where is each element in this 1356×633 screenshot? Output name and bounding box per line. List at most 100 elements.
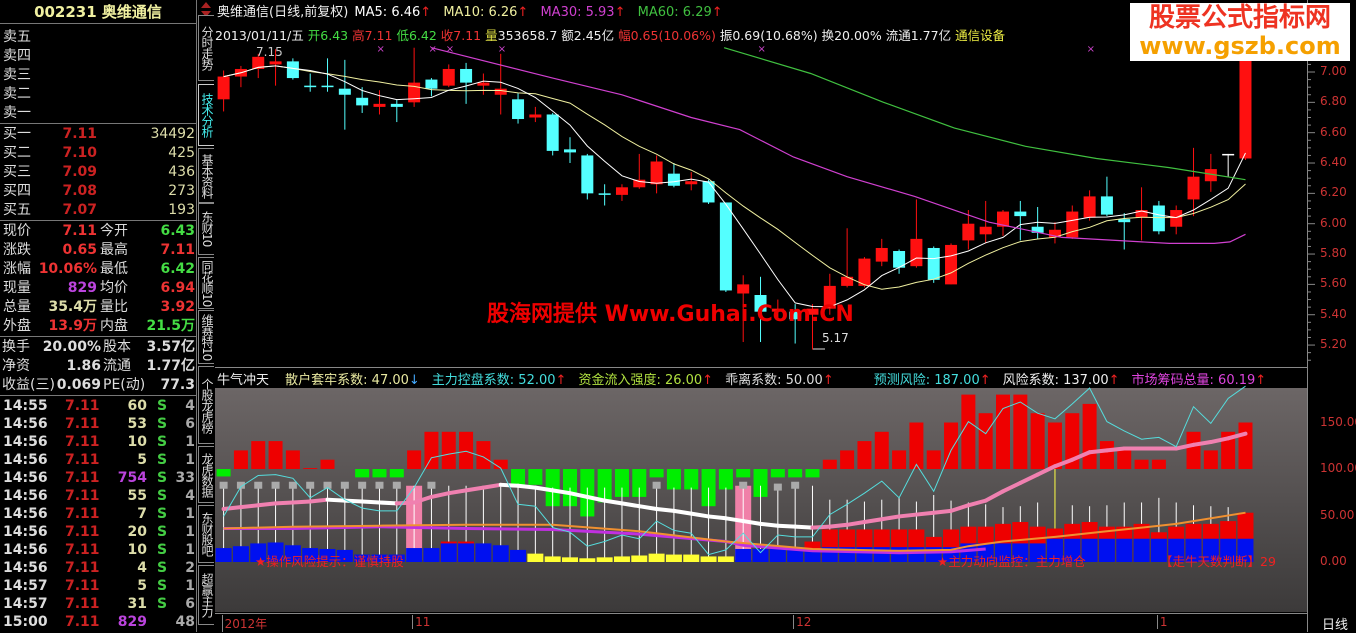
fund-value: 0.069 <box>56 377 101 393</box>
tick-price: 7.11 <box>65 398 100 414</box>
indicator-blue-bar <box>787 548 804 562</box>
scroll-down-icon[interactable] <box>201 11 211 17</box>
level-label: 买二 <box>3 145 31 161</box>
indicator-blue-bar <box>492 545 509 562</box>
tick-side: S <box>157 524 168 540</box>
tick-time: 14:56 <box>3 524 48 540</box>
indicator-value: 市场筹码总量: 60.19↑ <box>1132 373 1267 388</box>
tick-volume: 7 <box>137 506 147 522</box>
tick-volume: 55 <box>127 488 147 504</box>
stat-label: 最低 <box>100 261 128 277</box>
candle-body <box>945 244 958 285</box>
down-arrow-icon: ↓ <box>408 373 420 388</box>
indicator-trend-segment <box>775 523 798 529</box>
candle-body <box>1239 55 1252 159</box>
fund-label: 净资 <box>2 358 30 374</box>
tick-time: 14:56 <box>3 470 48 486</box>
side-tab[interactable]: 超赢主力 <box>198 565 214 625</box>
tick-side: S <box>157 596 168 612</box>
sell-level-row: 卖一 <box>0 104 196 123</box>
indicator-orange-line <box>223 511 1246 552</box>
period-label[interactable]: 日线 <box>1322 618 1349 633</box>
candle-body <box>858 258 871 286</box>
tick-volume: 754 <box>117 470 147 486</box>
candle-body <box>997 211 1009 227</box>
indicator-blue-bar <box>1116 538 1133 562</box>
stat-value: 7.11 <box>160 242 195 258</box>
tick-time: 14:56 <box>3 434 48 450</box>
indicator-yellow-bar <box>648 553 665 562</box>
stat-value: 6.94 <box>160 280 195 296</box>
candle-body <box>771 308 784 312</box>
up-arrow-icon: ↑ <box>979 373 991 388</box>
indicator-red-bar <box>1134 459 1149 469</box>
side-tab[interactable]: 维赛特10 <box>198 310 214 364</box>
indicator-red-bar <box>1047 422 1062 469</box>
candle-body <box>979 226 992 235</box>
buy-level-row: 买四 7.08 273 <box>0 182 196 201</box>
candle-body <box>408 82 421 103</box>
side-tab[interactable]: 同花顺10 <box>198 257 214 309</box>
tick-time: 14:56 <box>3 416 48 432</box>
tick-time: 14:57 <box>3 578 48 594</box>
indicator-trend-segment <box>706 514 728 521</box>
indicator-trend-segment <box>983 489 1005 503</box>
level-label: 买三 <box>3 164 31 180</box>
indicator-trend-segment <box>256 501 278 508</box>
industry-link[interactable]: 通信设备 <box>955 28 1006 43</box>
indicator-blue-bar <box>232 546 249 562</box>
indicator-red-bar <box>441 431 456 469</box>
indicator-green-bar <box>389 469 404 478</box>
indicator-trend-segment <box>1087 448 1109 455</box>
price-tick-label: 6.60 <box>1320 124 1347 139</box>
indicator-trend-segment <box>238 503 261 510</box>
indicator-red-bar <box>840 450 855 469</box>
tick-side: S <box>157 506 168 522</box>
candle-body <box>1222 153 1235 156</box>
candle-body <box>512 99 525 120</box>
tick-count: 1 <box>185 578 195 594</box>
volume-label: 量 <box>485 28 498 43</box>
stat-value: 6.43 <box>160 223 195 239</box>
side-tab[interactable]: 分时走势 <box>198 15 214 81</box>
stat-value: 829 <box>67 280 97 296</box>
level-volume: 34492 <box>150 126 195 142</box>
tick-price: 7.11 <box>65 542 100 558</box>
indicator-trend-segment <box>464 485 486 493</box>
indicator-name[interactable]: 牛气冲天 <box>217 373 270 388</box>
indicator-red-bar <box>1082 403 1097 469</box>
side-tab[interactable]: 东财10 <box>198 203 214 255</box>
event-marker: × <box>758 44 766 55</box>
indicator-red-bar <box>459 431 474 469</box>
level-price: 7.11 <box>62 126 97 142</box>
stat-value: 13.9万 <box>48 318 97 334</box>
indicator-stick-cap <box>219 481 228 489</box>
open-label: 开 <box>307 28 321 43</box>
indicator-trend-segment <box>446 488 469 496</box>
indicator-red-bar <box>909 422 924 469</box>
up-arrow-icon: ↑ <box>1108 373 1120 388</box>
side-tab[interactable]: 技术分析 <box>198 84 214 146</box>
indicator-red-bar <box>303 468 318 469</box>
candle-body <box>581 155 594 194</box>
tick-count: 4 <box>185 488 195 504</box>
side-tab[interactable]: 龙虎数据 <box>198 446 214 503</box>
indicator-trend-segment <box>931 508 954 515</box>
scroll-up-icon[interactable] <box>201 2 211 8</box>
candle-body <box>737 284 750 294</box>
side-tab[interactable]: 东财股吧 <box>198 505 214 563</box>
indicator-value: 乖离系数: 50.00↑ <box>725 373 834 388</box>
sell-level-row: 卖四 <box>0 47 196 66</box>
indicator-yellow-bar <box>613 556 630 562</box>
side-tab[interactable]: 基本资料 <box>198 148 214 203</box>
side-tab[interactable]: 个股龙虎榜 <box>198 366 214 444</box>
indicator-text: 主力控盘系数: 52.00 <box>431 373 556 388</box>
indicator-tick-label: 150.00 <box>1320 414 1356 429</box>
indicator-trend-segment <box>290 499 313 505</box>
buy-level-row: 买一 7.11 34492 <box>0 125 196 144</box>
level-label: 买一 <box>3 126 31 142</box>
indicator-blue-bar <box>510 549 527 562</box>
tick-time: 14:56 <box>3 506 48 522</box>
